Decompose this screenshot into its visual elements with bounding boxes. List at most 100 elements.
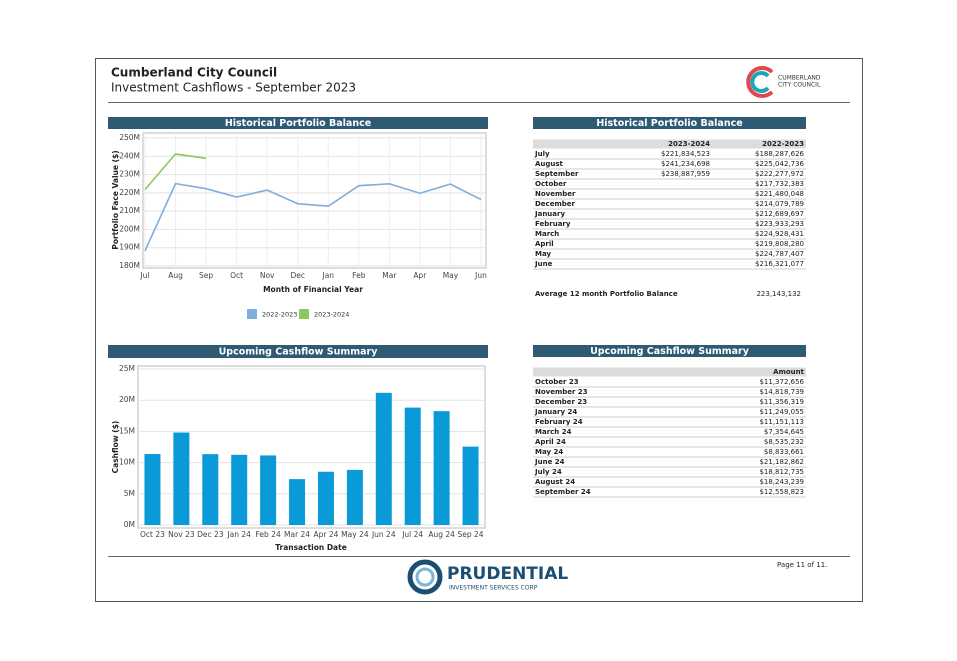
cell-value: $216,321,077: [755, 260, 804, 268]
row-label: October 23: [535, 378, 579, 386]
row-label: November: [535, 190, 576, 198]
row-label: February: [535, 220, 571, 228]
legend-label: 2022-2023: [262, 311, 297, 319]
x-axis-label: Transaction Date: [275, 543, 347, 552]
cell-value: $214,079,789: [755, 200, 804, 208]
bar: [260, 455, 277, 525]
logo-line: CUMBERLAND: [778, 75, 821, 82]
y-tick-label: 230M: [119, 170, 140, 179]
y-tick-label: 210M: [119, 206, 140, 215]
row-label: December: [535, 200, 576, 208]
section-title: Upcoming Cashflow Summary: [590, 346, 750, 357]
y-tick-label: 190M: [119, 243, 140, 252]
x-tick-label: Aug 24: [428, 530, 455, 539]
council-logo: CUMBERLAND CITY COUNCIL: [746, 66, 821, 98]
y-tick-label: 200M: [119, 224, 140, 233]
prudential-logo: PRUDENTIAL INVESTMENT SERVICES CORP: [407, 559, 568, 595]
y-tick-label: 10M: [119, 458, 135, 467]
cell-value: $11,151,113: [759, 418, 804, 426]
plot-frame: [137, 365, 486, 529]
cell-value: $12,558,823: [759, 488, 804, 496]
row-label: October: [535, 180, 567, 188]
legend-label: 2023-2024: [314, 311, 349, 319]
bar: [462, 446, 479, 525]
x-tick-label: Feb 24: [256, 530, 281, 539]
x-tick-label: Aug: [168, 271, 183, 280]
cell-value: $221,834,523: [661, 150, 710, 158]
y-tick-label: 5M: [124, 489, 135, 498]
x-tick-label: Oct 23: [140, 530, 165, 539]
x-tick-label: Mar: [382, 271, 397, 280]
cell-value: $11,249,055: [759, 408, 804, 416]
table-header-bg: [533, 139, 806, 149]
row-label: February 24: [535, 418, 583, 426]
bar: [202, 454, 219, 525]
logo-line: CITY COUNCIL: [778, 82, 821, 89]
x-tick-label: Apr: [413, 271, 427, 280]
doc-title: Cumberland City Council: [111, 66, 277, 80]
bar: [317, 471, 334, 525]
row-label: May 24: [535, 448, 563, 456]
y-tick-label: 250M: [119, 133, 140, 142]
x-tick-label: Sep 24: [458, 530, 484, 539]
cell-value: $212,689,697: [755, 210, 804, 218]
section-title: Historical Portfolio Balance: [225, 118, 371, 129]
row-label: March 24: [535, 428, 572, 436]
row-label: January 24: [534, 408, 577, 416]
y-tick-label: 220M: [119, 188, 140, 197]
series-line: [144, 182, 482, 252]
series-line: [144, 153, 207, 191]
row-label: November 23: [535, 388, 588, 396]
page-number: Page 11 of 11.: [777, 561, 827, 569]
cell-value: $217,732,383: [755, 180, 804, 188]
average-label: Average 12 month Portfolio Balance: [535, 290, 678, 298]
column-header: Amount: [773, 368, 804, 376]
x-tick-label: Jan: [321, 271, 334, 280]
cell-value: $8,535,232: [764, 438, 804, 446]
bar: [289, 479, 306, 525]
bar: [433, 411, 450, 525]
bar: [144, 454, 161, 525]
plot-frame: [142, 132, 487, 269]
y-tick-label: 0M: [124, 520, 135, 529]
cell-value: $14,818,739: [759, 388, 804, 396]
cell-value: $7,354,645: [764, 428, 804, 436]
cell-value: $221,480,048: [755, 190, 804, 198]
x-tick-label: Dec 23: [197, 530, 224, 539]
cell-value: $11,356,319: [759, 398, 804, 406]
row-label: August 24: [535, 478, 575, 486]
brand: PRUDENTIAL: [447, 564, 568, 584]
row-label: September: [535, 170, 579, 178]
x-tick-label: Sep: [199, 271, 213, 280]
section-title-bar: [533, 117, 806, 129]
cell-value: $238,887,959: [661, 170, 710, 178]
row-label: August: [535, 160, 564, 168]
x-tick-label: Nov: [260, 271, 275, 280]
y-tick-label: 25M: [119, 364, 135, 373]
row-label: July 24: [534, 468, 562, 476]
x-tick-label: Feb: [352, 271, 366, 280]
row-label: April: [535, 240, 554, 248]
cell-value: $11,372,656: [759, 378, 804, 386]
section-title: Upcoming Cashflow Summary: [219, 347, 379, 358]
y-tick-label: 240M: [119, 151, 140, 160]
row-label: July: [534, 150, 550, 158]
cell-value: $18,243,239: [759, 478, 804, 486]
legend-swatch: [247, 309, 257, 319]
row-label: March: [535, 230, 559, 238]
cell-value: $241,234,698: [661, 160, 710, 168]
x-tick-label: Jul 24: [401, 530, 423, 539]
column-header: 2023-2024: [668, 140, 710, 148]
brand-sub: INVESTMENT SERVICES CORP: [449, 585, 538, 592]
cell-value: $223,933,293: [755, 220, 804, 228]
bar: [404, 407, 421, 525]
row-label: September 24: [535, 488, 591, 496]
bar: [346, 469, 363, 525]
cell-value: $21,182,862: [759, 458, 804, 466]
cell-value: $8,833,661: [764, 448, 804, 456]
y-tick-label: 15M: [119, 426, 135, 435]
x-tick-label: Mar 24: [284, 530, 310, 539]
y-tick-label: 20M: [119, 395, 135, 404]
y-axis-label: Cashflow ($): [111, 421, 120, 474]
